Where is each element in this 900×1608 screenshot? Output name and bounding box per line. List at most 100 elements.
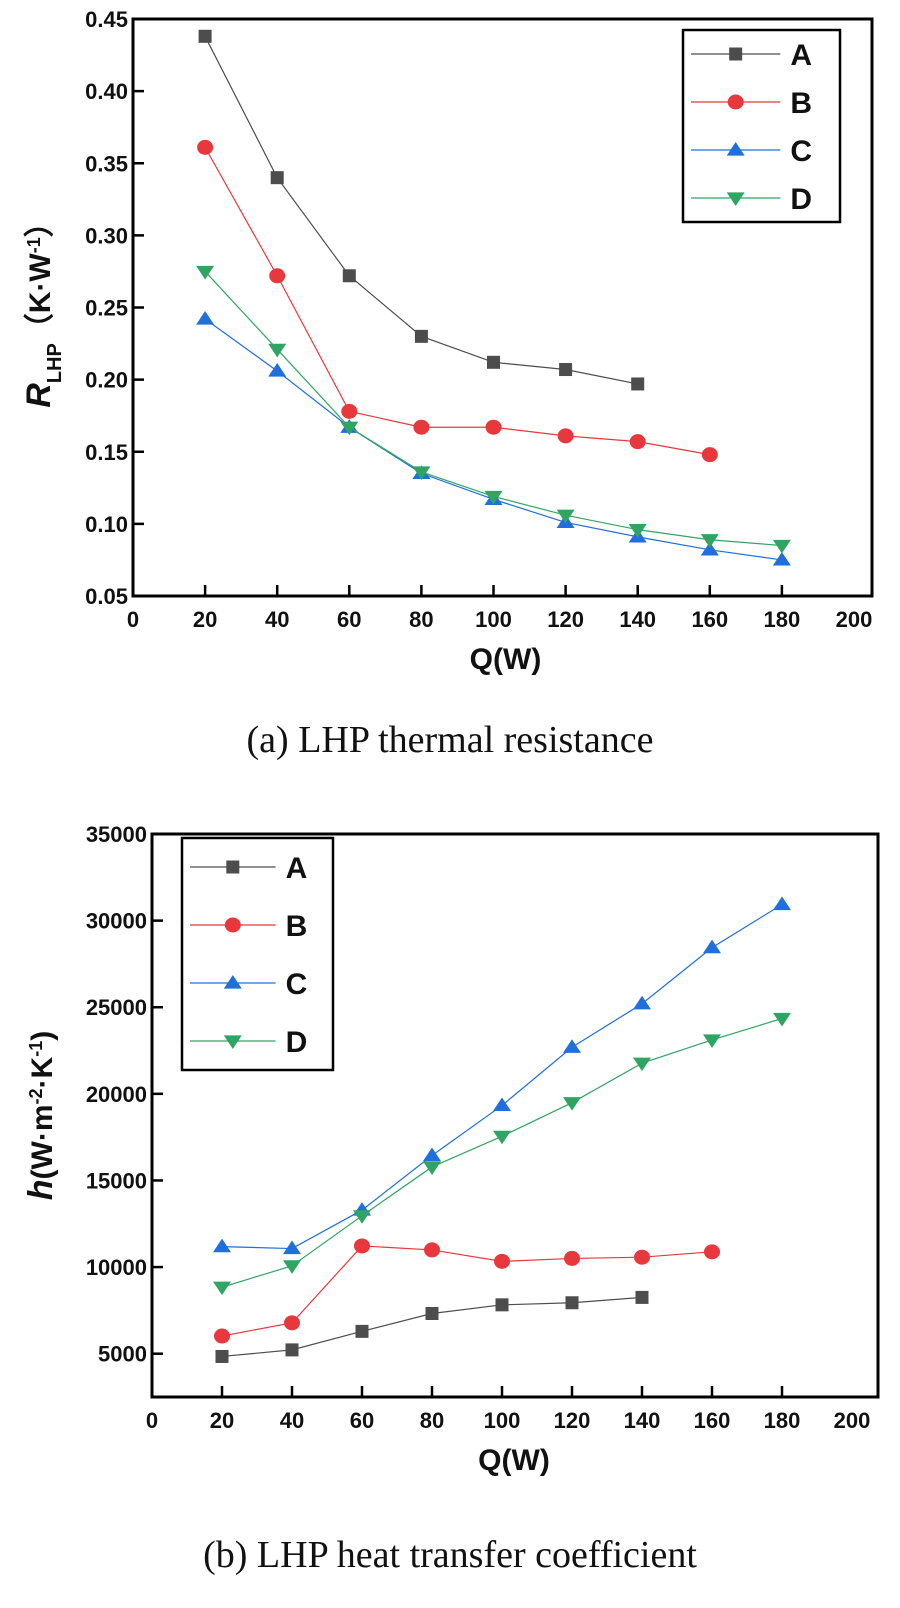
series-line-A bbox=[221, 1296, 643, 1358]
legend-label-C: C bbox=[286, 968, 308, 1001]
data-point-A bbox=[414, 329, 428, 343]
data-point-B bbox=[269, 268, 286, 284]
data-point-A bbox=[565, 1296, 579, 1310]
y-tick-label: 10000 bbox=[86, 1255, 147, 1280]
data-point-A bbox=[425, 1307, 439, 1321]
data-point-A bbox=[285, 1343, 299, 1357]
series-B bbox=[197, 139, 718, 463]
data-point-D bbox=[412, 466, 431, 480]
y-tick-label: 0.25 bbox=[85, 296, 128, 321]
x-tick-label: 60 bbox=[337, 607, 361, 632]
series-C bbox=[196, 311, 791, 566]
data-point-A bbox=[270, 171, 284, 185]
data-point-C bbox=[563, 1039, 581, 1053]
legend-marker-D bbox=[726, 192, 745, 206]
data-point-A bbox=[635, 1290, 649, 1304]
data-point-A bbox=[198, 29, 212, 43]
data-point-A bbox=[215, 1349, 229, 1363]
y-axis-label-part: R bbox=[20, 383, 58, 408]
y-axis-label: RLHP（K·W-1） bbox=[20, 207, 66, 408]
data-point-B bbox=[284, 1315, 300, 1331]
data-point-C bbox=[196, 311, 215, 325]
series-line-C bbox=[204, 318, 782, 561]
y-axis-label-part: ） bbox=[23, 207, 57, 237]
y-tick-label: 0.30 bbox=[85, 223, 128, 248]
data-point-B bbox=[485, 419, 502, 435]
series-A bbox=[198, 29, 645, 391]
data-point-D bbox=[268, 343, 287, 358]
legend-marker-D bbox=[223, 1035, 242, 1049]
legend-label-D: D bbox=[790, 183, 812, 216]
series-line-B bbox=[204, 147, 710, 456]
data-point-C bbox=[633, 995, 651, 1010]
y-axis-label-part: (W·m bbox=[26, 1104, 59, 1179]
y-tick-label: 0.40 bbox=[85, 79, 128, 104]
y-tick-label: 15000 bbox=[86, 1168, 147, 1193]
y-axis-label-part: LHP bbox=[44, 343, 66, 383]
legend-label-B: B bbox=[790, 87, 812, 120]
series-D bbox=[213, 1012, 791, 1296]
y-axis-label-part: -2 bbox=[26, 1088, 46, 1104]
plot-frame bbox=[150, 832, 880, 1399]
data-point-D bbox=[700, 534, 719, 548]
data-point-D bbox=[484, 490, 503, 505]
y-tick-label: 30000 bbox=[86, 909, 147, 934]
legend-label-C: C bbox=[790, 135, 812, 168]
data-point-B bbox=[634, 1249, 650, 1265]
series-B bbox=[214, 1238, 720, 1344]
legend-marker-A bbox=[226, 860, 240, 874]
x-tick-label: 20 bbox=[193, 607, 217, 632]
data-point-B bbox=[197, 139, 214, 155]
data-point-C bbox=[213, 1238, 231, 1253]
x-tick-label: 120 bbox=[554, 1408, 591, 1433]
caption-b: (b) LHP heat transfer coefficient bbox=[203, 1534, 697, 1576]
y-tick-label: 0.35 bbox=[85, 151, 128, 176]
data-point-A bbox=[355, 1324, 369, 1338]
x-tick-label: 40 bbox=[265, 607, 289, 632]
y-axis-label-part: h bbox=[22, 1179, 60, 1200]
data-point-D bbox=[213, 1281, 231, 1296]
x-tick-label: 100 bbox=[475, 607, 512, 632]
legend-label-A: A bbox=[790, 39, 812, 72]
x-tick-label: 160 bbox=[694, 1408, 731, 1433]
x-tick-label: 0 bbox=[127, 607, 139, 632]
y-tick-label: 25000 bbox=[86, 995, 147, 1020]
data-point-B bbox=[413, 419, 430, 435]
y-tick-label: 0.15 bbox=[85, 440, 128, 465]
data-point-A bbox=[487, 355, 500, 369]
caption-a: (a) LHP thermal resistance bbox=[246, 719, 654, 761]
y-axis-label: h(W·m-2·K-1) bbox=[22, 1031, 60, 1200]
data-point-B bbox=[214, 1328, 230, 1344]
legend-box bbox=[681, 28, 842, 224]
legend-marker-A bbox=[729, 47, 743, 61]
x-tick-label: 20 bbox=[210, 1408, 234, 1433]
data-point-B bbox=[354, 1238, 370, 1254]
data-point-C bbox=[423, 1147, 441, 1162]
x-tick-label: 160 bbox=[691, 607, 728, 632]
y-tick-label: 35000 bbox=[86, 822, 147, 847]
data-point-D bbox=[773, 1012, 791, 1027]
legend-label-B: B bbox=[286, 910, 308, 943]
chart-b: 0 20 40 60 80 100 120 140 160 180 200 5000 10000 1500… bbox=[22, 822, 880, 1477]
data-point-B bbox=[701, 447, 718, 463]
data-point-C bbox=[773, 896, 791, 911]
y-tick-label: 20000 bbox=[86, 1082, 147, 1107]
data-point-D bbox=[628, 524, 647, 538]
data-point-B bbox=[341, 403, 358, 419]
x-tick-label: 80 bbox=[409, 607, 433, 632]
legend-label-D: D bbox=[286, 1026, 308, 1059]
x-axis-label: Q(W) bbox=[470, 643, 542, 676]
data-point-C bbox=[703, 939, 721, 954]
x-tick-label: 40 bbox=[280, 1408, 304, 1433]
x-tick-label: 200 bbox=[834, 1408, 871, 1433]
x-tick-label: 140 bbox=[624, 1408, 661, 1433]
legend-label-A: A bbox=[286, 852, 308, 885]
y-axis-label-part: ) bbox=[26, 1031, 59, 1041]
legend-marker-C bbox=[726, 142, 745, 156]
y-axis-label-part: -1 bbox=[26, 1041, 46, 1057]
data-point-D bbox=[633, 1057, 651, 1072]
data-point-D bbox=[423, 1161, 441, 1175]
